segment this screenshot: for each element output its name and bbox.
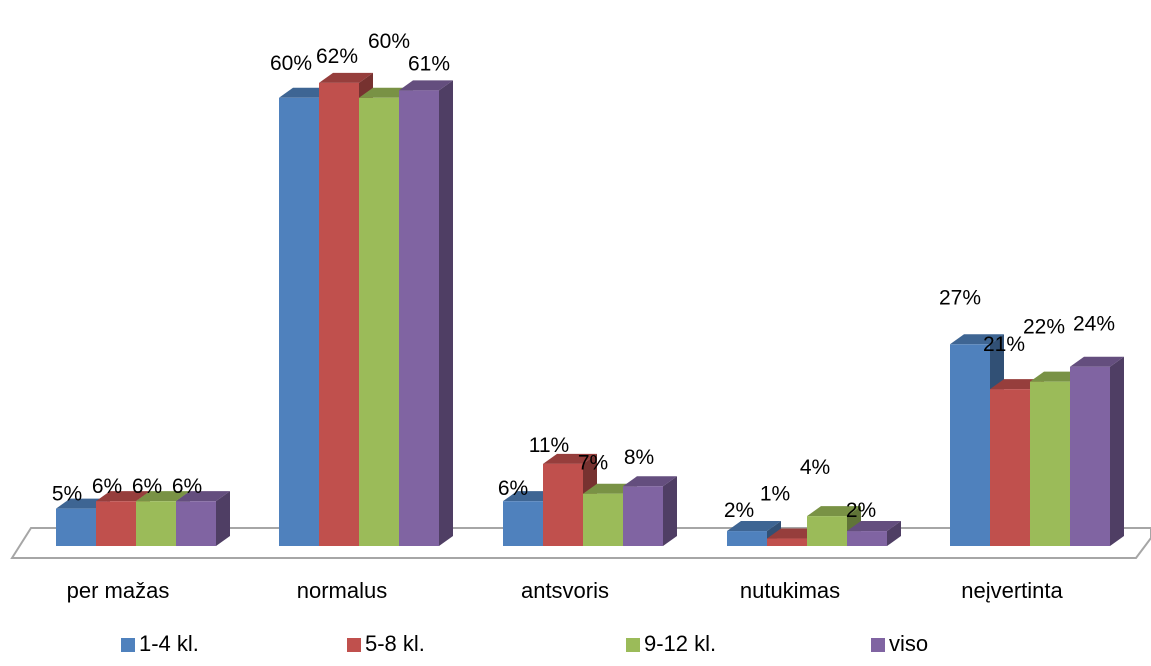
- category-label-antsvoris: antsvoris: [521, 578, 609, 603]
- legend-label: 5-8 kl.: [365, 631, 425, 656]
- chart-floor: [10, 527, 1151, 559]
- bar-per-mazas-viso: [176, 491, 230, 546]
- floor-outline: [10, 527, 1151, 559]
- legend-swatch: [347, 638, 361, 652]
- data-label-antsvoris-1-4-kl: 6%: [498, 477, 528, 500]
- bar-front-face: [279, 97, 319, 547]
- legend-swatch: [121, 638, 135, 652]
- bar-front-face: [727, 531, 767, 546]
- legend-label: 9-12 kl.: [644, 631, 716, 656]
- bar-front-face: [543, 463, 583, 546]
- legend: 1-4 kl. 5-8 kl. 9-12 kl. viso: [121, 631, 928, 656]
- legend-label: viso: [889, 631, 928, 656]
- bar-side-face: [216, 491, 230, 546]
- category-label-nutukimas: nutukimas: [740, 578, 840, 603]
- bar-top-face: [623, 476, 677, 487]
- data-label-nutukimas-9-12-kl: 4%: [800, 456, 830, 479]
- bar-front-face: [990, 389, 1030, 546]
- bar-front-face: [96, 501, 136, 546]
- bar-front-face: [56, 508, 96, 546]
- bar-front-face: [950, 344, 990, 546]
- bar-antsvoris-5-8-kl: [543, 453, 597, 546]
- bar-top-face: [847, 521, 901, 532]
- bar-front-face: [136, 501, 176, 546]
- bar-side-face: [1110, 356, 1124, 546]
- legend-swatch: [626, 638, 640, 652]
- bar-front-face: [399, 90, 439, 546]
- category-label-normalus: normalus: [297, 578, 387, 603]
- bar-neivertinta-viso: [1070, 356, 1124, 546]
- data-label-neivertinta-5-8-kl: 21%: [983, 333, 1025, 356]
- data-label-antsvoris-viso: 8%: [624, 446, 654, 469]
- bar-front-face: [503, 501, 543, 546]
- bar-top-face: [807, 506, 861, 517]
- legend-swatch: [871, 638, 885, 652]
- bar-front-face: [807, 516, 847, 546]
- data-label-per-mazas-viso: 6%: [172, 475, 202, 498]
- bar-top-face: [136, 491, 190, 502]
- legend-item-1-4-kl: 1-4 kl.: [121, 631, 199, 656]
- bar-top-face: [96, 491, 150, 502]
- bar-front-face: [1070, 366, 1110, 546]
- category-label-neivertinta: neįvertinta: [961, 578, 1063, 603]
- bar-front-face: [176, 501, 216, 546]
- bar-top-face: [1070, 356, 1124, 367]
- bar-front-face: [623, 486, 663, 546]
- legend-item-viso: viso: [871, 631, 928, 656]
- bar-side-face: [663, 476, 677, 546]
- bar-front-face: [847, 531, 887, 546]
- bar-top-face: [319, 72, 373, 83]
- bars-group: [56, 72, 1124, 547]
- legend-item-5-8-kl: 5-8 kl.: [347, 631, 425, 656]
- legend-item-9-12-kl: 9-12 kl.: [626, 631, 716, 656]
- bar-front-face: [583, 493, 623, 546]
- data-labels-group: 5% 6% 6% 6%60% 62%60%61%6%11%7% 8%2%1%4%2%27%…: [52, 30, 1115, 522]
- data-label-per-mazas-1-4-kl: 5%: [52, 483, 82, 506]
- data-label-antsvoris-9-12-kl: 7%: [578, 452, 608, 475]
- data-label-normalus-1-4-kl: 60%: [270, 52, 312, 75]
- data-label-neivertinta-viso: 24%: [1073, 313, 1115, 336]
- data-label-nutukimas-5-8-kl: 1%: [760, 483, 790, 506]
- bar-front-face: [767, 538, 807, 546]
- bar-front-face: [359, 97, 399, 547]
- data-label-normalus-viso: 61%: [408, 52, 450, 75]
- data-label-nutukimas-viso: 2%: [846, 499, 876, 522]
- bar-side-face: [439, 80, 453, 546]
- bar-front-face: [1030, 381, 1070, 546]
- data-label-normalus-9-12-kl: 60%: [368, 30, 410, 53]
- category-label-per-mazas: per mažas: [67, 578, 170, 603]
- data-label-neivertinta-1-4-kl: 27%: [939, 286, 981, 309]
- bar-top-face: [543, 453, 597, 464]
- data-label-per-mazas-9-12-kl: 6%: [132, 475, 162, 498]
- bar-front-face: [319, 82, 359, 547]
- bar-nutukimas-viso: [847, 521, 901, 546]
- data-label-normalus-5-8-kl: 62%: [316, 45, 358, 68]
- data-label-antsvoris-5-8-kl: 11%: [529, 434, 569, 457]
- data-label-neivertinta-9-12-kl: 22%: [1023, 316, 1065, 339]
- data-label-per-mazas-5-8-kl: 6%: [92, 475, 122, 498]
- bar-top-face: [399, 80, 453, 91]
- bar-top-face: [950, 334, 1004, 345]
- legend-label: 1-4 kl.: [139, 631, 199, 656]
- bar-side-face: [887, 521, 901, 546]
- data-label-nutukimas-1-4-kl: 2%: [724, 499, 754, 522]
- category-labels-group: per mažas normalus antsvoris nutukimas neįve…: [67, 578, 1064, 603]
- bar-antsvoris-viso: [623, 476, 677, 546]
- bar-normalus-viso: [399, 80, 453, 546]
- bar-top-face: [176, 491, 230, 502]
- bar-top-face: [727, 521, 781, 532]
